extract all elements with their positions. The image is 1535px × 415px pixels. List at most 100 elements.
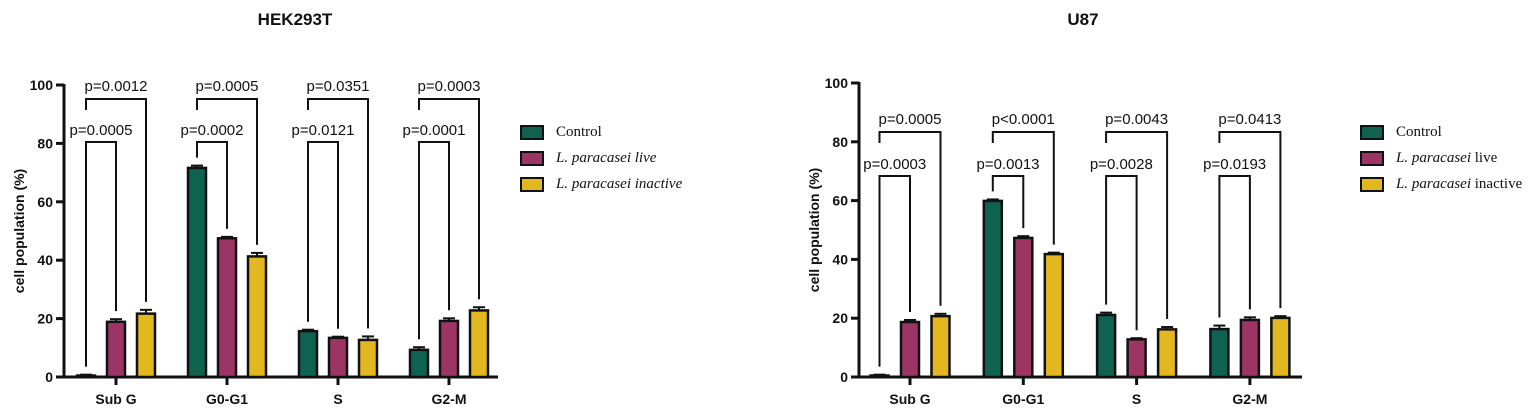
significance-bracket	[85, 141, 117, 367]
legend-swatch-icon	[1360, 176, 1384, 192]
y-tick-label: 0	[840, 369, 848, 385]
significance-bracket	[878, 175, 911, 367]
bar-inactive	[135, 312, 157, 379]
x-tick-label: G0-G1	[206, 391, 248, 407]
significance-bracket	[196, 98, 258, 245]
significance-bracket	[878, 131, 942, 306]
legend-swatch-icon	[1360, 124, 1384, 140]
y-tick-label: 20	[37, 311, 53, 327]
legend-swatch-icon	[520, 124, 544, 140]
significance-bracket	[418, 141, 450, 340]
bar-inactive	[246, 255, 268, 379]
y-tick-label: 100	[825, 75, 849, 91]
significance-bracket	[196, 141, 228, 229]
bar-control	[297, 329, 319, 379]
significance-bracket	[991, 175, 1025, 229]
p-value-label: p=0.0193	[1203, 156, 1266, 173]
legend-label: Control	[1396, 123, 1442, 140]
y-tick-label: 80	[37, 135, 53, 151]
significance-bracket	[418, 98, 480, 300]
significance-bracket	[307, 98, 369, 329]
p-value-label: p=0.0005	[879, 111, 942, 128]
p-value-label: p=0.0005	[70, 122, 133, 139]
bar-live	[105, 320, 127, 379]
bar-live	[1126, 338, 1147, 379]
bar-live	[216, 237, 238, 379]
p-value-label: p<0.0001	[992, 111, 1055, 128]
p-value-label: p=0.0413	[1218, 111, 1281, 128]
bar-live	[438, 319, 460, 379]
legend-item-live: L. paracasei live	[1360, 145, 1522, 171]
p-value-label: p=0.0013	[977, 156, 1040, 173]
y-tick-label: 60	[832, 193, 848, 209]
y-tick-label: 60	[37, 194, 53, 210]
significance-bracket	[1105, 175, 1138, 331]
bar-live	[1239, 318, 1261, 379]
bar-inactive	[1043, 252, 1065, 379]
legend-label: L. paracasei live	[1396, 149, 1498, 166]
y-axis-label: cell population (%)	[806, 168, 822, 292]
significance-bracket	[1218, 131, 1282, 309]
bar-control	[408, 348, 430, 379]
significance-bracket	[991, 131, 1055, 245]
p-value-label: p=0.0003	[863, 156, 926, 173]
y-axis-label: cell population (%)	[11, 169, 27, 293]
bar-inactive	[1270, 316, 1291, 379]
bar-control	[1095, 313, 1117, 379]
p-value-label: p=0.0005	[196, 78, 259, 95]
x-tick-label: Sub G	[95, 391, 136, 407]
legend-swatch-icon	[520, 150, 544, 166]
p-value-label: p=0.0028	[1090, 156, 1153, 173]
significance-bracket	[1105, 131, 1169, 320]
chart-title-u87: U87	[1067, 10, 1099, 29]
bar-control	[869, 374, 890, 379]
bar-control	[75, 374, 97, 379]
significance-bracket	[85, 98, 147, 302]
legend-label: L. paracasei inactive	[1396, 175, 1523, 192]
x-tick-label: S	[1132, 391, 1141, 407]
legend-item-inactive: L. paracasei inactive	[520, 171, 682, 197]
x-tick-label: G0-G1	[1002, 391, 1044, 407]
bar-control	[1209, 327, 1230, 379]
p-value-label: p=0.0002	[181, 122, 244, 139]
legend-hek293t: Control L. paracasei live L. paracasei ina…	[520, 119, 682, 197]
legend-label: L. paracasei inactive	[556, 175, 683, 192]
legend-item-live: L. paracasei live	[520, 145, 682, 171]
y-tick-label: 100	[30, 77, 54, 93]
y-tick-label: 20	[832, 310, 848, 326]
legend-swatch-icon	[1360, 150, 1384, 166]
legend-swatch-icon	[520, 176, 544, 192]
bar-live	[899, 320, 921, 379]
legend-u87: Control L. paracasei live L. paracasei ina…	[1360, 119, 1522, 197]
bar-inactive	[1156, 328, 1178, 379]
x-tick-label: G2-M	[1232, 391, 1267, 407]
legend-label: Control	[556, 123, 602, 140]
p-value-label: p=0.0012	[85, 78, 148, 95]
significance-bracket	[1218, 175, 1251, 318]
y-tick-label: 0	[45, 369, 53, 385]
p-value-label: p=0.0001	[403, 122, 466, 139]
p-value-label: p=0.0043	[1105, 111, 1168, 128]
legend-item-inactive: L. paracasei inactive	[1360, 171, 1522, 197]
p-value-label: p=0.0121	[292, 122, 355, 139]
p-value-label: p=0.0003	[418, 78, 481, 95]
legend-item-control: Control	[520, 119, 682, 145]
bar-live	[1013, 236, 1034, 379]
x-tick-label: G2-M	[432, 391, 467, 407]
y-tick-label: 40	[832, 251, 848, 267]
p-value-label: p=0.0351	[307, 78, 370, 95]
legend-item-control: Control	[1360, 119, 1522, 145]
significance-bracket	[307, 141, 339, 329]
bar-inactive	[468, 309, 490, 379]
bar-control	[186, 166, 208, 379]
bar-inactive	[930, 314, 951, 379]
x-tick-label: S	[333, 391, 342, 407]
chart-title-hek293t: HEK293T	[257, 10, 333, 29]
bar-inactive	[357, 338, 379, 379]
x-tick-label: Sub G	[889, 391, 930, 407]
bar-live	[327, 336, 349, 379]
legend-label: L. paracasei live	[556, 149, 657, 166]
y-tick-label: 80	[832, 134, 848, 150]
